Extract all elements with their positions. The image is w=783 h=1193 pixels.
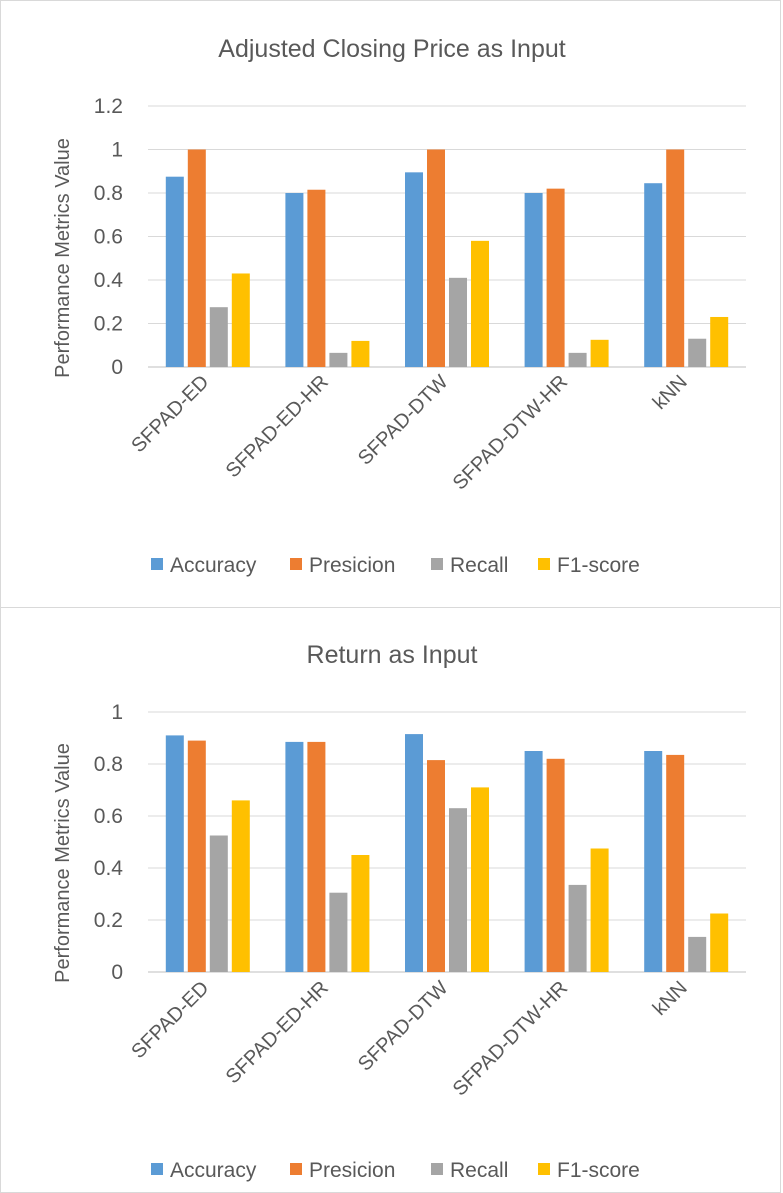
legend-label: Presicion [309,1159,395,1182]
legend-swatch-recall [431,558,443,570]
x-category-label: kNN [649,371,692,414]
bar-precision [546,188,565,367]
bar-accuracy [524,193,543,367]
x-category-label: SFPAD-DTW-HR [449,371,572,494]
bar-accuracy [644,183,663,367]
bar-recall [449,808,467,972]
x-category-label: SFPAD-DTW-HR [449,977,572,1100]
legend-swatch-f1 [538,558,550,570]
bar-precision [187,149,206,367]
bar-recall [209,835,228,972]
x-category-label: SFPAD-ED [127,371,213,457]
legend-swatch-precision [290,1163,302,1175]
y-tick-label: 0.6 [94,805,123,828]
bar-recall [688,338,707,367]
y-axis-title: Performance Metrics Value [52,138,74,378]
bar-recall [329,892,348,972]
x-category-label: SFPAD-ED-HR [222,371,333,482]
bar-f1 [710,913,729,972]
chart-adjusted-closing-price: Adjusted Closing Price as Input Performa… [52,35,746,577]
x-category-label: SFPAD-DTW [354,977,453,1076]
bar-f1 [231,800,250,972]
bar-f1 [231,273,250,367]
legend-label: Accuracy [170,1159,257,1182]
bar-f1 [710,316,729,367]
legend-swatch-accuracy [151,558,163,570]
bar-recall [209,307,228,367]
legend-label: Recall [450,1159,508,1182]
y-tick-label: 1 [111,139,123,162]
bar-precision [666,754,685,972]
y-tick-label: 1.2 [94,95,123,118]
bar-precision [307,189,326,367]
bar-accuracy [285,193,304,367]
legend-label: Accuracy [170,554,257,577]
bar-precision [666,149,685,367]
legend-swatch-accuracy [151,1163,163,1175]
chart-panel-adjusted-closing-price: Adjusted Closing Price as Input Performa… [0,0,781,608]
chart-return: Return as Input Performance Metrics Valu… [52,641,746,1182]
bar-accuracy [644,751,663,972]
legend-label: Recall [450,554,508,577]
bar-f1 [351,855,370,972]
bar-precision [546,758,565,972]
bar-accuracy [405,734,423,972]
y-tick-label: 0.2 [94,313,123,336]
bar-f1 [351,340,370,367]
bar-recall [449,277,467,367]
y-tick-label: 0.8 [94,753,123,776]
bar-recall [688,936,707,972]
bar-precision [187,740,206,972]
legend-label: F1-score [557,554,640,577]
y-tick-label: 1 [111,701,123,724]
y-tick-label: 0.4 [94,857,124,880]
bar-recall [568,884,587,972]
bar-f1 [471,787,489,972]
y-tick-label: 0.2 [94,909,123,932]
bar-accuracy [524,751,543,972]
bar-recall [568,352,587,367]
y-tick-label: 0.6 [94,226,123,249]
bar-accuracy [405,172,423,367]
bar-precision [427,760,445,972]
bar-recall [329,352,348,367]
x-category-label: kNN [649,977,692,1020]
y-tick-label: 0.8 [94,182,123,205]
bar-accuracy [165,735,184,972]
x-category-label: SFPAD-DTW [354,371,453,470]
legend-swatch-precision [290,558,302,570]
bar-precision [307,741,326,972]
x-category-label: SFPAD-ED [127,977,213,1063]
chart-title: Adjusted Closing Price as Input [218,35,565,63]
bar-f1 [471,240,489,367]
y-axis-title: Performance Metrics Value [52,743,74,983]
legend-label: Presicion [309,554,395,577]
chart-title: Return as Input [307,641,478,669]
bar-f1 [590,848,609,972]
x-category-label: SFPAD-ED-HR [222,977,333,1088]
legend-label: F1-score [557,1159,640,1182]
y-tick-label: 0.4 [94,269,124,292]
bar-accuracy [285,741,304,972]
legend-swatch-f1 [538,1163,550,1175]
bar-precision [427,149,445,367]
bar-accuracy [165,176,184,367]
chart-panel-return: Return as Input Performance Metrics Valu… [0,607,781,1193]
legend-swatch-recall [431,1163,443,1175]
y-tick-label: 0 [111,961,123,984]
bar-f1 [590,339,609,367]
y-tick-label: 0 [111,356,123,379]
